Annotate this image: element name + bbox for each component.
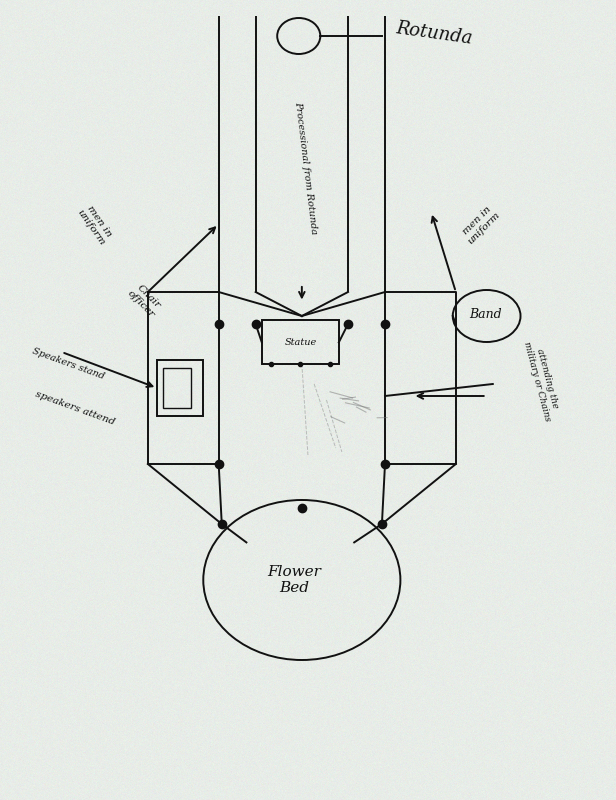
Bar: [163, 368, 191, 408]
Text: attending the
military or Chains: attending the military or Chains: [522, 338, 562, 422]
Bar: [157, 360, 203, 416]
Text: men in
uniform: men in uniform: [76, 202, 115, 246]
Text: Band: Band: [469, 308, 501, 321]
Text: Statue: Statue: [285, 338, 317, 347]
Text: Flower
Bed: Flower Bed: [267, 565, 322, 595]
Text: Chair
officer: Chair officer: [126, 281, 164, 319]
Text: Processional from Rotunda: Processional from Rotunda: [294, 101, 318, 235]
Bar: [262, 320, 339, 364]
Text: men in
uniform: men in uniform: [459, 202, 502, 246]
Text: Rotunda: Rotunda: [394, 19, 473, 48]
Text: Speakers stand: Speakers stand: [31, 346, 105, 382]
Text: speakers attend: speakers attend: [34, 390, 116, 426]
